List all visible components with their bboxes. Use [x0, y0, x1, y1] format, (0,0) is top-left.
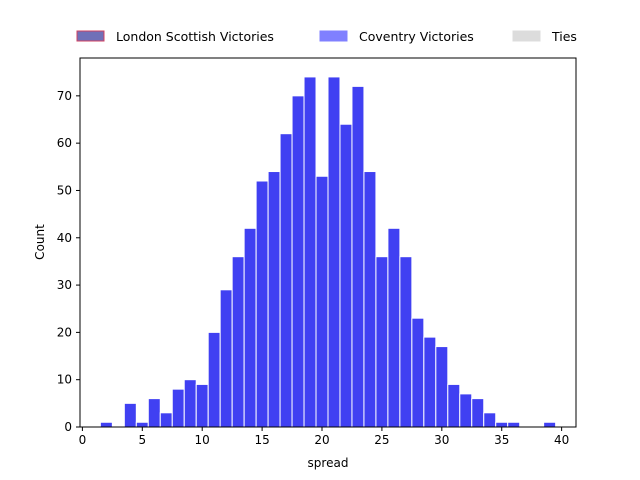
histogram-bar-21 — [327, 76, 341, 428]
legend-label: Coventry Victories — [359, 29, 474, 44]
y-axis-ticks: 0 10 20 30 40 50 60 70 — [57, 89, 80, 434]
histogram-bar-22 — [339, 123, 353, 428]
histogram-bar-9 — [183, 379, 197, 428]
histogram-bar-2 — [99, 421, 113, 428]
histogram-bar-15 — [255, 180, 269, 428]
histogram-bar-12 — [219, 289, 233, 428]
x-tick-label: 5 — [138, 433, 146, 447]
legend: London Scottish Victories Coventry Victor… — [76, 29, 577, 44]
histogram-bar-27 — [399, 256, 413, 428]
x-tick-label: 20 — [314, 433, 329, 447]
histogram-bar-39 — [543, 421, 557, 428]
x-axis-label: spread — [308, 456, 349, 470]
y-tick-label: 60 — [57, 136, 72, 150]
y-tick-label: 10 — [57, 373, 72, 387]
y-tick-label: 50 — [57, 183, 72, 197]
y-axis-label: Count — [33, 224, 47, 260]
y-tick-label: 70 — [57, 89, 72, 103]
histogram-bar-31 — [447, 383, 461, 428]
x-tick-label: 35 — [494, 433, 509, 447]
histogram-bar-32 — [459, 393, 473, 428]
x-tick-label: 15 — [254, 433, 269, 447]
histogram-bar-18 — [291, 95, 305, 428]
legend-swatch — [512, 30, 541, 42]
histogram-bar-26 — [387, 227, 401, 428]
legend-swatch — [319, 30, 348, 42]
histogram-bar-5 — [135, 421, 149, 428]
histogram-bar-19 — [303, 76, 317, 428]
legend-swatch — [76, 30, 105, 42]
histogram-bar-8 — [171, 388, 185, 428]
histogram-bar-28 — [411, 317, 425, 428]
histogram-bar-23 — [351, 85, 365, 428]
histogram-bar-24 — [363, 171, 377, 428]
histogram-bar-35 — [495, 421, 509, 428]
histogram-bar-17 — [279, 133, 293, 428]
histogram-bar-4 — [123, 402, 137, 428]
y-tick-label: 20 — [57, 325, 72, 339]
y-tick-label: 30 — [57, 278, 72, 292]
histogram-bar-33 — [471, 398, 485, 428]
histogram-bar-25 — [375, 256, 389, 428]
histogram-bar-36 — [507, 421, 521, 428]
histogram-bar-6 — [147, 398, 161, 428]
x-tick-label: 25 — [374, 433, 389, 447]
x-tick-label: 30 — [434, 433, 449, 447]
legend-label: London Scottish Victories — [116, 29, 274, 44]
plot-frame — [79, 57, 577, 428]
legend-label: Ties — [551, 29, 577, 44]
histogram-bar-16 — [267, 171, 281, 428]
histogram-bar-10 — [195, 383, 209, 428]
histogram-bar-34 — [483, 412, 497, 428]
histogram-bar-30 — [435, 346, 449, 428]
y-tick-label: 0 — [64, 420, 72, 434]
histogram-bar-13 — [231, 256, 245, 428]
histogram-bars — [99, 76, 557, 428]
y-tick-label: 40 — [57, 231, 72, 245]
histogram-bar-14 — [243, 227, 257, 428]
x-tick-label: 10 — [195, 433, 210, 447]
histogram-bar-7 — [159, 412, 173, 428]
histogram-bar-29 — [423, 336, 437, 428]
x-axis-ticks: 0 5 10 15 20 25 30 35 40 — [79, 427, 569, 447]
x-tick-label: 40 — [554, 433, 569, 447]
histogram-bar-11 — [207, 331, 221, 428]
x-tick-label: 0 — [79, 433, 87, 447]
histogram-bar-20 — [315, 175, 329, 428]
